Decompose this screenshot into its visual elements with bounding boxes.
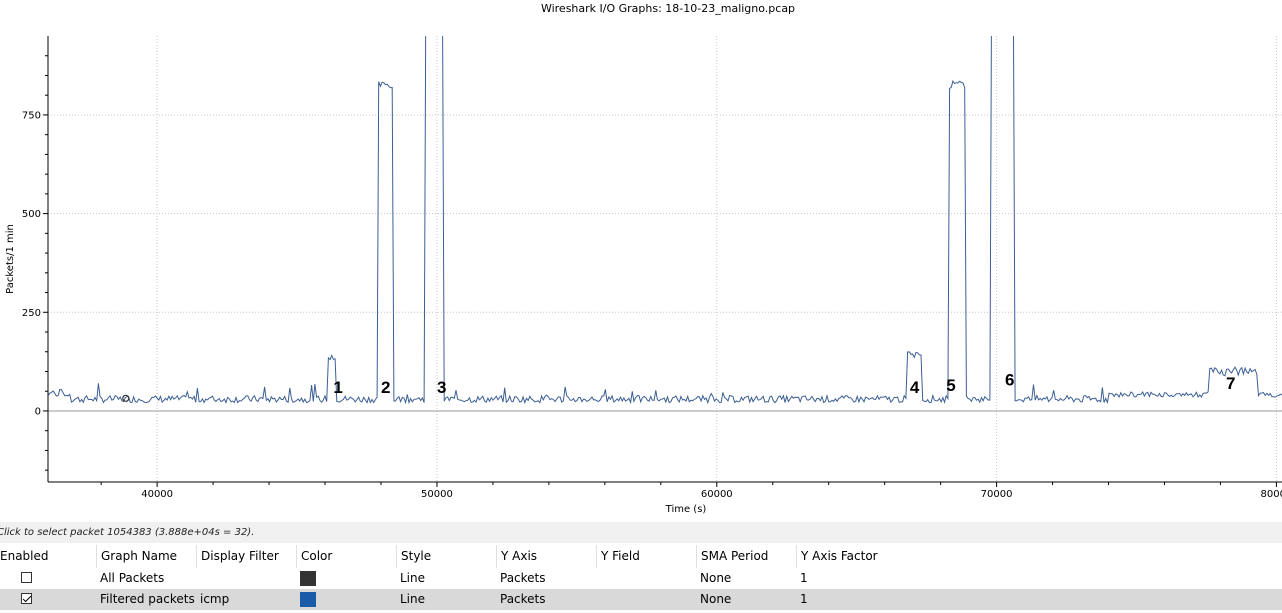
header-display-filter[interactable]: Display Filter: [196, 545, 296, 568]
sma-period-cell[interactable]: None: [700, 571, 732, 585]
selected-point-marker: [122, 394, 130, 402]
x-tick-label: 70000: [981, 489, 1013, 500]
header-style[interactable]: Style: [396, 545, 496, 568]
annotation-label: 2: [381, 378, 390, 397]
y-axis-factor-cell[interactable]: 1: [800, 592, 808, 606]
header-color[interactable]: Color: [296, 545, 396, 568]
graph-name-cell[interactable]: Filtered packets: [100, 592, 195, 606]
x-tick-label: 80000: [1260, 489, 1282, 500]
header-enabled[interactable]: Enabled: [0, 549, 49, 563]
x-axis-label: Time (s): [665, 504, 707, 515]
annotation-label: 6: [1005, 370, 1014, 389]
color-swatch[interactable]: [300, 571, 316, 586]
enabled-checkbox[interactable]: [21, 593, 32, 604]
annotation-label: 3: [437, 378, 446, 397]
table-row[interactable]: All Packets Line Packets None 1: [0, 568, 1282, 589]
table-row[interactable]: Filtered packets icmp Line Packets None …: [0, 589, 1282, 610]
display-filter-cell[interactable]: icmp: [200, 592, 230, 606]
header-y-axis[interactable]: Y Axis: [496, 545, 596, 568]
annotation-label: 7: [1226, 374, 1235, 393]
y-axis-label: Packets/1 min: [5, 224, 16, 294]
graph-table[interactable]: Enabled Graph Name Display Filter Color …: [0, 545, 1282, 610]
status-text: Click to select packet 1054383 (3.888e+0…: [0, 527, 255, 538]
graph-name-cell[interactable]: All Packets: [100, 571, 165, 585]
sma-period-cell[interactable]: None: [700, 592, 732, 606]
x-tick-label: 60000: [701, 489, 733, 500]
header-sma-period[interactable]: SMA Period: [696, 545, 796, 568]
annotation-label: 4: [910, 378, 920, 397]
x-tick-label: 50000: [421, 489, 453, 500]
y-tick-label: 0: [35, 406, 41, 417]
header-graph-name[interactable]: Graph Name: [96, 545, 196, 568]
color-swatch[interactable]: [300, 592, 316, 607]
table-header-row: Enabled Graph Name Display Filter Color …: [0, 545, 1282, 568]
y-tick-label: 750: [22, 110, 41, 121]
enabled-checkbox[interactable]: [21, 572, 32, 583]
plot-grid: [48, 36, 1282, 482]
y-axis-cell[interactable]: Packets: [500, 571, 546, 585]
y-axis-cell[interactable]: Packets: [500, 592, 546, 606]
window-title: Wireshark I/O Graphs: 18-10-23_maligno.p…: [540, 2, 796, 15]
y-tick-label: 250: [22, 308, 41, 319]
x-tick-label: 40000: [141, 489, 173, 500]
annotation-label: 5: [946, 376, 955, 395]
style-cell[interactable]: Line: [400, 592, 426, 606]
header-y-field[interactable]: Y Field: [596, 545, 696, 568]
status-bar: Click to select packet 1054383 (3.888e+0…: [0, 522, 1282, 543]
filtered-packets-series-line: [48, 36, 1282, 405]
plot-axes: [43, 36, 1282, 487]
header-y-axis-factor[interactable]: Y Axis Factor: [796, 545, 946, 568]
io-graph-plot[interactable]: 40000 50000 60000 70000 80000 0 250 500 750 Time …: [0, 18, 1282, 518]
annotation-label: 1: [333, 378, 342, 397]
style-cell[interactable]: Line: [400, 571, 426, 585]
y-tick-label: 500: [22, 209, 41, 220]
y-axis-factor-cell[interactable]: 1: [800, 571, 808, 585]
